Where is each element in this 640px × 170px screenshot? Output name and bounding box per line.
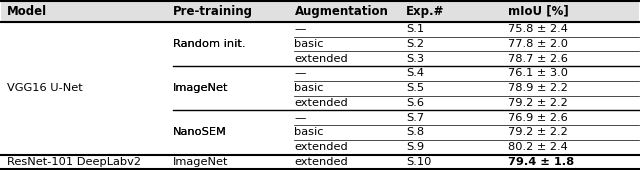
Text: —: —	[294, 68, 306, 78]
Text: —: —	[294, 113, 306, 123]
Text: NanoSEM: NanoSEM	[173, 128, 227, 137]
Text: mIoU [%]: mIoU [%]	[508, 5, 569, 18]
Text: 78.9 ± 2.2: 78.9 ± 2.2	[508, 83, 568, 93]
Text: basic: basic	[294, 39, 324, 49]
Text: S.7: S.7	[406, 113, 424, 123]
Text: S.1: S.1	[406, 24, 424, 34]
Text: ImageNet: ImageNet	[173, 83, 228, 93]
Text: Pre-training: Pre-training	[173, 5, 253, 18]
Text: 76.1 ± 3.0: 76.1 ± 3.0	[508, 68, 568, 78]
Text: 79.2 ± 2.2: 79.2 ± 2.2	[508, 98, 568, 108]
Text: ImageNet: ImageNet	[173, 83, 228, 93]
Text: S.9: S.9	[406, 142, 424, 152]
Text: S.3: S.3	[406, 54, 424, 64]
Text: Random init.: Random init.	[173, 39, 246, 49]
Text: extended: extended	[294, 142, 348, 152]
Text: 76.9 ± 2.6: 76.9 ± 2.6	[508, 113, 568, 123]
Text: 79.4 ± 1.8: 79.4 ± 1.8	[508, 157, 575, 167]
Text: 75.8 ± 2.4: 75.8 ± 2.4	[508, 24, 568, 34]
Text: S.2: S.2	[406, 39, 424, 49]
Text: extended: extended	[294, 98, 348, 108]
Text: Random init.: Random init.	[173, 39, 246, 49]
Text: extended: extended	[294, 54, 348, 64]
Bar	[1, 1, 639, 22]
Text: S.5: S.5	[406, 83, 424, 93]
Text: Exp.#: Exp.#	[406, 5, 445, 18]
Text: 79.2 ± 2.2: 79.2 ± 2.2	[508, 128, 568, 137]
Text: basic: basic	[294, 83, 324, 93]
Text: S.4: S.4	[406, 68, 424, 78]
Text: VGG16 U-Net: VGG16 U-Net	[7, 83, 83, 93]
Text: basic: basic	[294, 128, 324, 137]
Text: Model: Model	[7, 5, 47, 18]
Text: 78.7 ± 2.6: 78.7 ± 2.6	[508, 54, 568, 64]
Text: ResNet-101 DeepLabv2: ResNet-101 DeepLabv2	[7, 157, 141, 167]
Text: NanoSEM: NanoSEM	[173, 128, 227, 137]
Text: —: —	[294, 24, 306, 34]
Text: S.6: S.6	[406, 98, 424, 108]
Text: ImageNet: ImageNet	[173, 157, 228, 167]
Text: 80.2 ± 2.4: 80.2 ± 2.4	[508, 142, 568, 152]
Text: Augmentation: Augmentation	[294, 5, 388, 18]
Text: S.8: S.8	[406, 128, 424, 137]
Text: S.10: S.10	[406, 157, 431, 167]
Text: extended: extended	[294, 157, 348, 167]
Text: 77.8 ± 2.0: 77.8 ± 2.0	[508, 39, 568, 49]
